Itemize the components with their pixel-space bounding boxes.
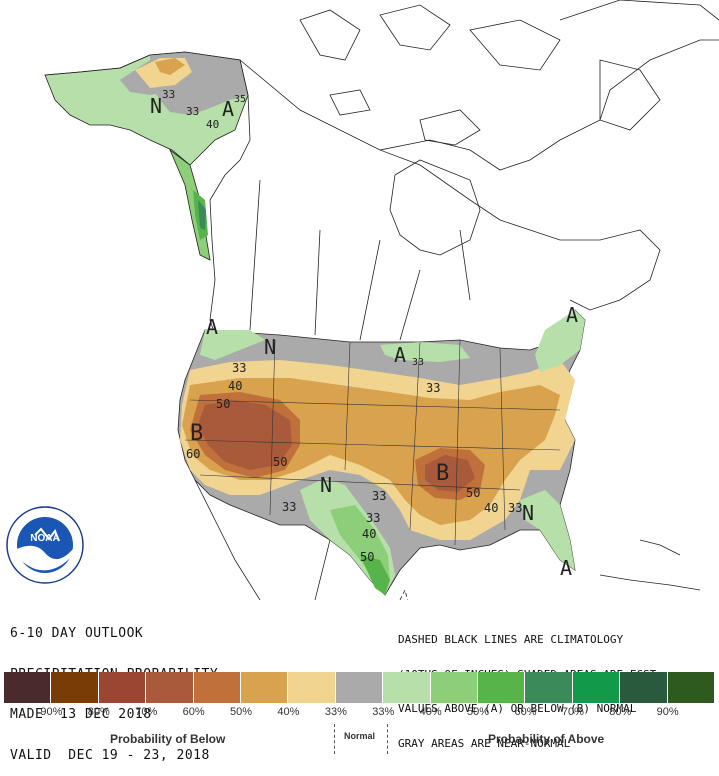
label-south-50: 50 (360, 550, 374, 564)
legend-swatch (241, 672, 289, 703)
conus-region (177, 309, 586, 600)
legend-swatch (146, 672, 194, 703)
label-east-33: 33 (508, 501, 522, 515)
legend-percent-label: 33% (324, 706, 347, 718)
legend-percent-label: 50% (230, 706, 253, 718)
noaa-logo-text: NOAA (30, 533, 59, 544)
canada-outline (209, 0, 719, 341)
label-central-a: A (394, 343, 406, 367)
alaska-region (44, 51, 249, 261)
label-central-50: 50 (273, 455, 287, 469)
label-central-33: 33 (282, 500, 296, 514)
legend-percent-labels: 90% 80% 70% 60% 50% 40% 33% 33% 40% 50% 60% 70% 80% 9… (4, 706, 715, 720)
label-south-33b: 33 (366, 511, 380, 525)
label-east-b: B (436, 461, 449, 486)
label-south-33: 33 (372, 489, 386, 503)
legend-swatch (288, 672, 336, 703)
note-line-1: DASHED BLACK LINES ARE CLIMATOLOGY (398, 633, 624, 646)
legend-percent-label: 70% (135, 706, 158, 718)
legend-swatch (193, 672, 242, 703)
legend-percent-label: 33% (372, 706, 395, 718)
legend-swatch (478, 672, 526, 703)
label-south-40: 40 (362, 527, 376, 541)
label-alaska-a: A (222, 97, 234, 121)
legend-percent-label: 60% (514, 706, 537, 718)
label-east-n: N (522, 501, 534, 525)
note-line-3: VALUES ABOVE (A) OR BELOW (B) NORMAL (398, 702, 637, 715)
legend-swatch (98, 672, 147, 703)
label-central-n: N (320, 473, 332, 497)
legend-percent-label: 50% (467, 706, 490, 718)
label-alaska-n: N (150, 94, 162, 118)
label-east-a2: A (566, 303, 578, 327)
legend-percent-label: 40% (277, 706, 300, 718)
legend-category-labels: Probability of Below Normal Probability … (0, 728, 719, 750)
label-west-50: 50 (216, 397, 230, 411)
label-west-40: 40 (228, 379, 242, 393)
label-alaska-35: 35 (234, 94, 246, 105)
label-west-a: A (206, 315, 218, 339)
label-west-60: 60 (186, 447, 200, 461)
legend-color-bar (4, 672, 716, 703)
legend-swatch (430, 672, 479, 703)
label-central-33c: 33 (426, 381, 440, 395)
label-west-33: 33 (232, 361, 246, 375)
legend-swatch (525, 672, 573, 703)
label-east-a: A (560, 556, 572, 580)
label-central-33b: 33 (412, 357, 424, 368)
label-alaska-40: 40 (206, 118, 219, 131)
legend-above-label: Probability of Above (488, 732, 605, 746)
note-line-4: GRAY AREAS ARE NEAR-NORMAL (398, 736, 571, 750)
legend-spacer (4, 706, 28, 720)
legend-normal-divider (334, 724, 388, 754)
precipitation-outlook-map: N A 33 33 40 35 A N B 60 50 40 33 50 33 … (6, 0, 719, 600)
title-line-1: 6-10 DAY OUTLOOK (10, 626, 144, 641)
legend-swatch (383, 672, 431, 703)
label-east-40: 40 (484, 501, 498, 515)
legend-swatch (335, 672, 384, 703)
legend-percent-label: 90% (656, 706, 679, 718)
legend-swatch (620, 672, 668, 703)
title-line-3: MADE 13 DEC 2018 (10, 707, 152, 722)
legend-percent-label: 70% (561, 706, 584, 718)
legend-swatch (51, 672, 99, 703)
mexico-outline (194, 479, 701, 600)
legend-normal-label: Normal (344, 731, 376, 741)
label-west-n: N (264, 335, 276, 359)
legend-percent-label: 90% (40, 706, 63, 718)
legend-swatch (667, 672, 716, 703)
label-east-50: 50 (466, 486, 480, 500)
legend-percent-label: 40% (419, 706, 442, 718)
legend-swatch (4, 672, 52, 703)
map-labels: N A 33 33 40 35 A N B 60 50 40 33 50 33 … (150, 88, 578, 580)
legend-percent-label: 80% (609, 706, 632, 718)
noaa-logo: NOAA (6, 506, 84, 584)
label-alaska-33b: 33 (186, 105, 199, 118)
legend-below-label: Probability of Below (110, 732, 226, 746)
legend-swatch (572, 672, 621, 703)
legend-percent-label: 80% (87, 706, 110, 718)
legend-percent-label: 60% (182, 706, 205, 718)
title-line-4: VALID DEC 19 - 23, 2018 (10, 747, 210, 763)
label-alaska-33: 33 (162, 88, 175, 101)
label-west-b: B (190, 421, 203, 446)
legend-spacer (691, 706, 715, 720)
